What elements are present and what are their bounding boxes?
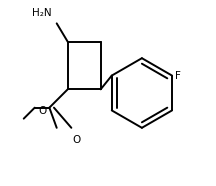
Text: F: F: [175, 71, 181, 81]
Text: O: O: [38, 106, 46, 116]
Text: O: O: [72, 135, 81, 145]
Text: H₂N: H₂N: [32, 8, 51, 18]
